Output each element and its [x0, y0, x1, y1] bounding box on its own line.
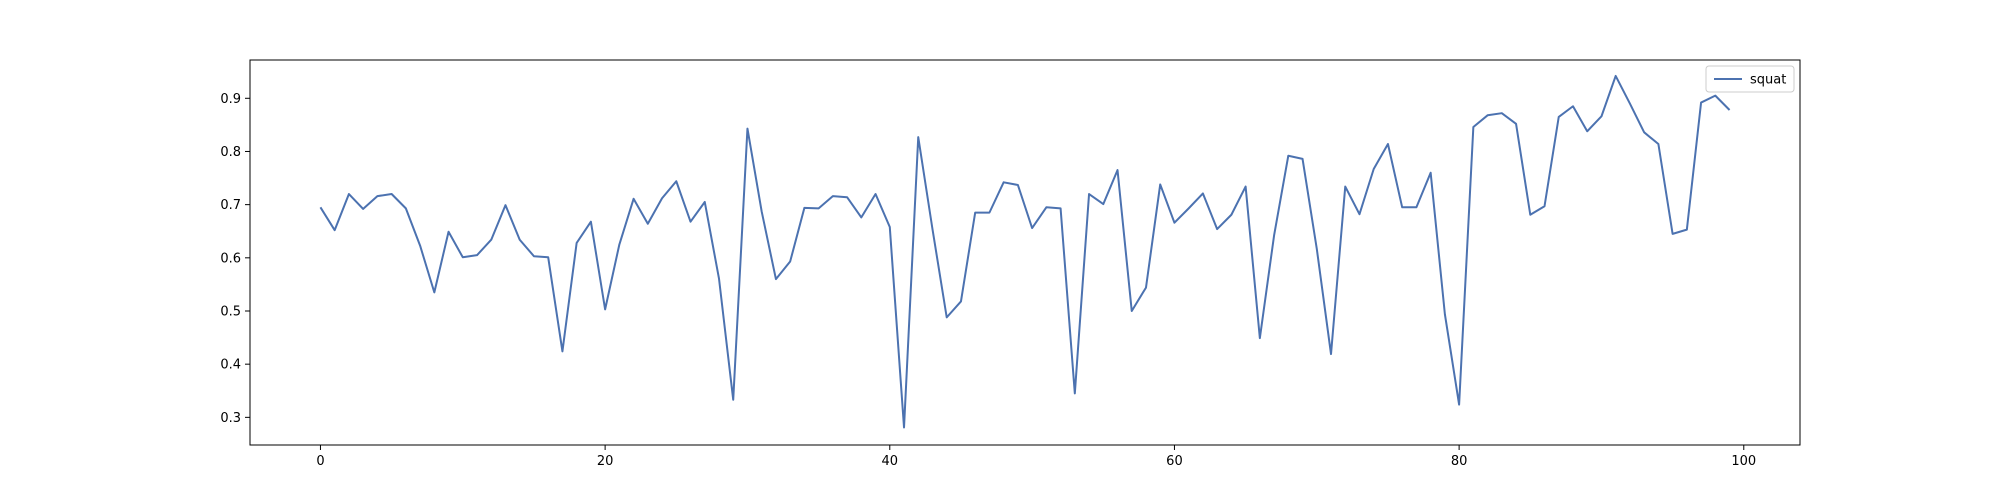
y-tick-label: 0.7: [220, 198, 241, 213]
axes-frame: [249, 59, 1801, 446]
x-tick-label: 60: [1166, 454, 1183, 469]
y-tick-label: 0.4: [220, 358, 241, 373]
legend-label-squat: squat: [1750, 73, 1786, 88]
series-line-squat: [319, 74, 1731, 429]
legend-box: [1705, 65, 1795, 93]
y-tick-label: 0.6: [220, 251, 241, 266]
x-tick-label: 0: [316, 454, 324, 469]
y-tick-label: 0.9: [220, 92, 241, 107]
legend: squat: [1705, 65, 1795, 93]
x-tick-label: 100: [1731, 454, 1756, 469]
plot-area: [319, 74, 1731, 429]
y-tick-label: 0.8: [220, 145, 241, 160]
axes: 0 20 40 60 80 100 0.3 0.4 0.5 0.6 0.7 0.8 0.9: [220, 59, 1801, 469]
y-tick-label: 0.5: [220, 304, 241, 319]
x-tick-label: 40: [882, 454, 899, 469]
x-tick-label: 20: [597, 454, 614, 469]
x-tick-label: 80: [1451, 454, 1468, 469]
y-tick-label: 0.3: [220, 411, 241, 426]
